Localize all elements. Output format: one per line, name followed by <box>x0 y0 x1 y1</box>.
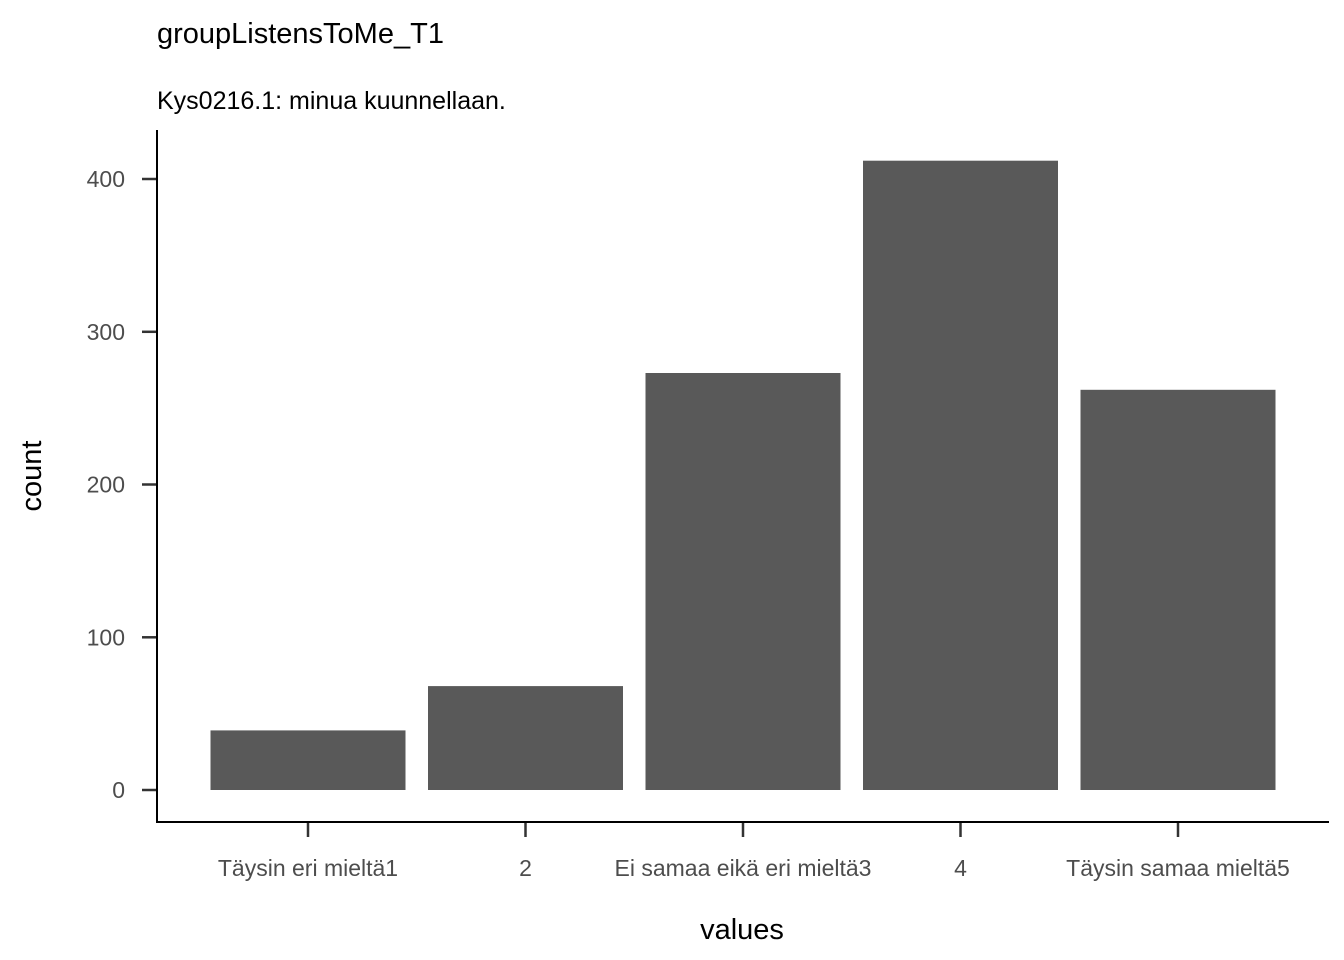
chart-subtitle: Kys0216.1: minua kuunnellaan. <box>157 87 506 115</box>
y-tick-label-300: 300 <box>87 319 125 345</box>
bars-layer <box>210 160 1276 790</box>
chart-title: groupListensToMe_T1 <box>157 18 444 50</box>
y-tick-label-200: 200 <box>87 472 125 498</box>
y-tick-label-400: 400 <box>87 166 125 192</box>
x-tick-label-2: 2 <box>519 855 532 881</box>
bar-1 <box>210 730 406 790</box>
y-axis-title: count <box>16 441 48 512</box>
x-axis-title: values <box>700 914 784 946</box>
bar-4 <box>863 160 1058 790</box>
x-tick-label-5: Täysin samaa mieltä5 <box>1066 855 1290 881</box>
x-axis: Täysin eri mieltä1 2 Ei samaa eikä eri mie… <box>218 822 1290 881</box>
y-axis: 0 100 200 300 400 <box>87 166 157 803</box>
x-tick-label-1: Täysin eri mieltä1 <box>218 855 398 881</box>
y-tick-label-100: 100 <box>87 624 125 650</box>
x-tick-label-3: Ei samaa eikä eri mieltä3 <box>615 855 872 881</box>
x-tick-label-4: 4 <box>954 855 967 881</box>
bar-2 <box>428 686 623 790</box>
bar-5 <box>1080 389 1276 790</box>
bar-3 <box>645 373 841 790</box>
y-tick-label-0: 0 <box>112 777 125 803</box>
